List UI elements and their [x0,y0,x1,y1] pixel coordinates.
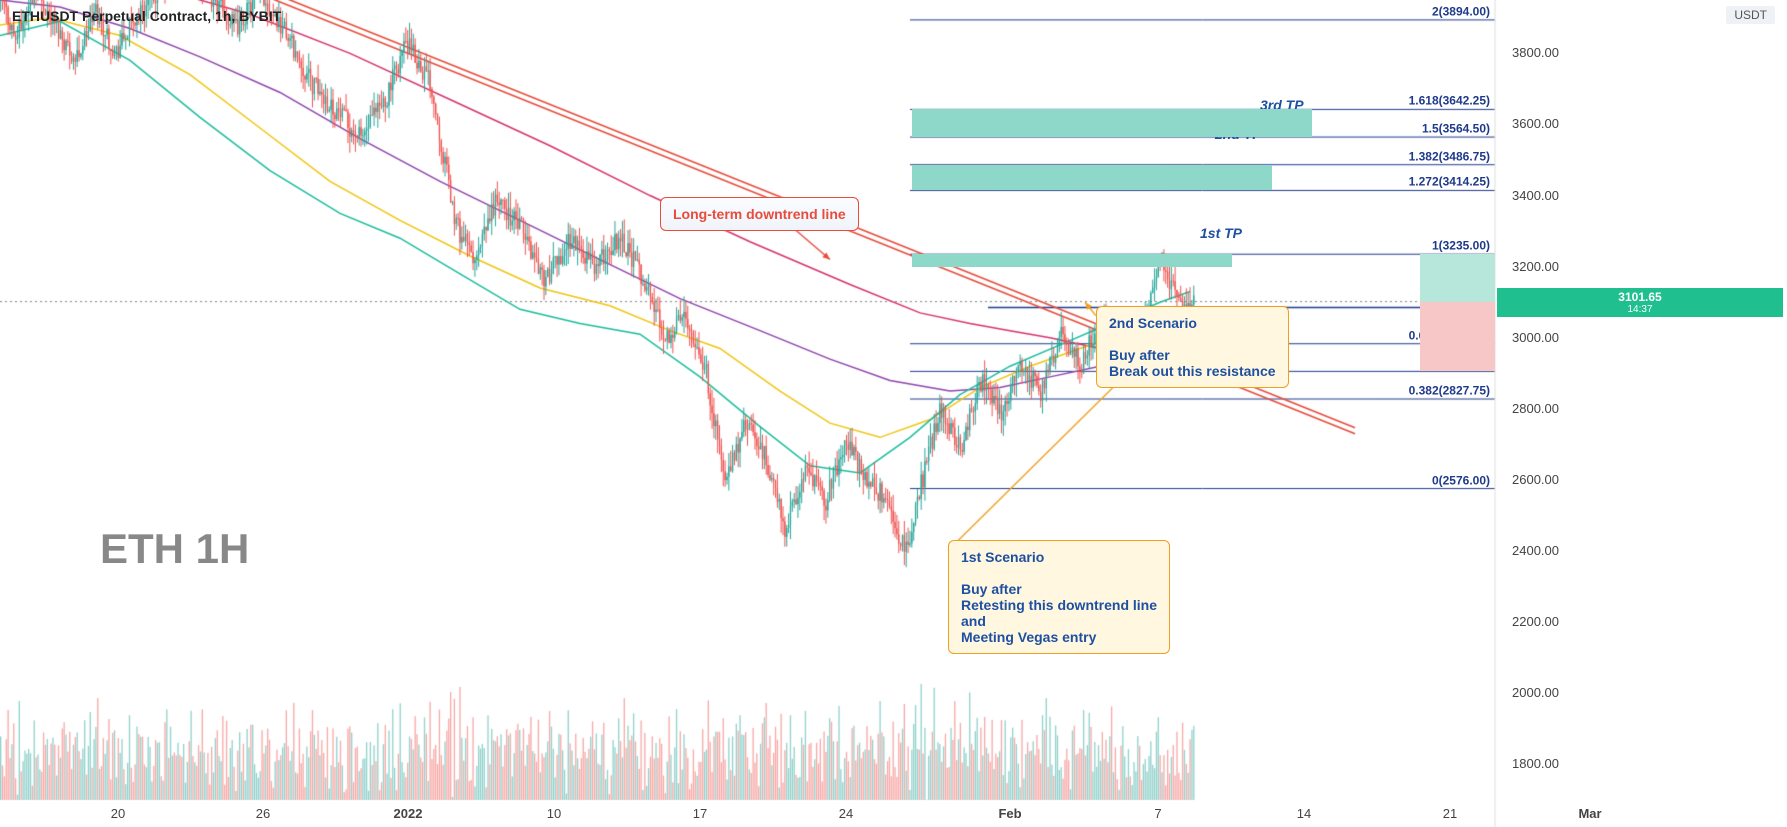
x-axis-tick: Mar [1578,806,1601,821]
tp-label: 1st TP [1200,225,1242,241]
x-axis-tick: 21 [1443,806,1457,821]
fib-level-label: 1.5(3564.50) [1422,122,1490,136]
x-axis-tick: 14 [1297,806,1311,821]
x-axis-tick: 26 [256,806,270,821]
y-axis-tick: 2600.00 [1512,472,1779,487]
downtrend-callout[interactable]: Long-term downtrend line [660,197,859,231]
symbol-title: ETHUSDT Perpetual Contract, 1h, BYBIT [12,8,281,24]
y-axis-tick: 3400.00 [1512,188,1779,203]
tp-zone [912,165,1272,191]
risk-zone [1420,254,1495,301]
y-axis-tick: 3600.00 [1512,116,1779,131]
fib-level-label: 2(3894.00) [1432,5,1490,19]
current-price-value: 3101.65 [1618,290,1661,304]
scenario1-callout[interactable]: 1st Scenario Buy afterRetesting this dow… [948,540,1170,654]
countdown-timer: 14:37 [1503,304,1777,315]
scenario2-callout[interactable]: 2nd Scenario Buy afterBreak out this res… [1096,306,1289,388]
x-axis-tick: Feb [998,806,1021,821]
fib-level-label: 1(3235.00) [1432,239,1490,253]
fib-level-label: 1.382(3486.75) [1409,149,1490,163]
x-axis-tick: 7 [1154,806,1161,821]
x-axis-tick: 20 [111,806,125,821]
y-axis-tick: 3200.00 [1512,259,1779,274]
fib-level-label: 0.382(2827.75) [1409,384,1490,398]
tp-zone [912,254,1232,266]
fib-level-label: 0(2576.00) [1432,473,1490,487]
y-axis-tick: 3000.00 [1512,330,1779,345]
risk-zone [1420,302,1495,372]
x-axis-tick: 10 [547,806,561,821]
x-axis-tick: 2022 [394,806,423,821]
current-price-tag: 3101.65 14:37 [1497,288,1783,317]
y-axis-tick: 1800.00 [1512,756,1779,771]
y-axis-tick: 3800.00 [1512,45,1779,60]
y-axis-tick: 2400.00 [1512,543,1779,558]
axis-unit-label: USDT [1726,6,1775,24]
y-axis-tick: 2000.00 [1512,685,1779,700]
fib-level-label: 1.618(3642.25) [1409,94,1490,108]
tp-zone [912,109,1312,137]
x-axis-tick: 17 [693,806,707,821]
x-axis-tick: 24 [839,806,853,821]
watermark: ETH 1H [100,525,249,573]
y-axis-tick: 2200.00 [1512,614,1779,629]
fib-level-label: 1.272(3414.25) [1409,175,1490,189]
y-axis-tick: 2800.00 [1512,401,1779,416]
